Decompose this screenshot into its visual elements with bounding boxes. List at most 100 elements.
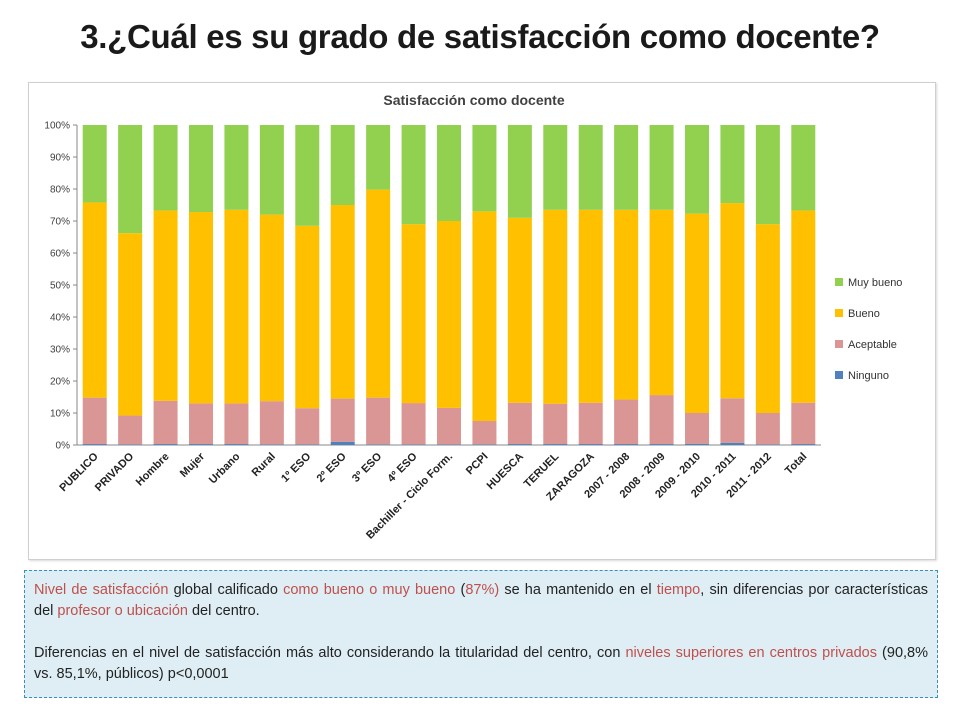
y-tick-label: 80% bbox=[50, 185, 70, 196]
bar-segment-aceptable bbox=[685, 413, 709, 444]
x-tick-label: PRIVADO bbox=[93, 450, 137, 494]
bar-segment-muy-bueno bbox=[82, 125, 107, 203]
y-tick-label: 20% bbox=[50, 377, 70, 388]
bar-segment-bueno bbox=[755, 224, 780, 413]
bar-segment-bueno bbox=[543, 209, 568, 404]
note-text: se ha mantenido en el bbox=[499, 582, 657, 598]
bar-segment-bueno bbox=[118, 233, 143, 416]
bar-segment-bueno bbox=[224, 209, 249, 404]
note-text: ( bbox=[455, 582, 466, 598]
bar-segment-aceptable bbox=[720, 398, 745, 443]
y-tick-label: 70% bbox=[50, 217, 70, 228]
bar-segment-bueno bbox=[472, 211, 497, 421]
highlighted-text: profesor o ubicación bbox=[57, 603, 188, 619]
bar-segment-ninguno bbox=[330, 441, 355, 445]
bar-segment-muy-bueno bbox=[224, 125, 249, 210]
bar-segment-ninguno bbox=[720, 442, 745, 445]
bar-segment-bueno bbox=[507, 217, 532, 403]
highlighted-text: Nivel de satisfacción bbox=[34, 582, 169, 598]
bar-segment-muy-bueno bbox=[755, 125, 780, 225]
bar-segment-bueno bbox=[189, 212, 213, 404]
bar-segment-muy-bueno bbox=[437, 125, 461, 221]
bar-segment-aceptable bbox=[437, 407, 461, 445]
bar-segment-muy-bueno bbox=[153, 125, 178, 211]
bar-segment-muy-bueno bbox=[366, 125, 391, 190]
x-tick-label: HUESCA bbox=[485, 451, 526, 492]
x-tick-label: Hombre bbox=[134, 451, 172, 489]
x-tick-label: 4º ESO bbox=[385, 450, 420, 485]
bar-segment-ninguno bbox=[118, 444, 143, 445]
bar-segment-ninguno bbox=[507, 444, 532, 445]
chart-title: Satisfacción como docente bbox=[383, 92, 564, 108]
bar-segment-muy-bueno bbox=[791, 125, 816, 211]
bar-segment-aceptable bbox=[649, 395, 674, 445]
bar-segment-muy-bueno bbox=[507, 125, 532, 218]
highlighted-text: niveles superiores en centros privados bbox=[625, 645, 877, 661]
y-tick-label: 60% bbox=[50, 249, 70, 260]
highlighted-text: tiempo bbox=[656, 582, 701, 598]
bar-segment-aceptable bbox=[472, 421, 497, 445]
bar-segment-ninguno bbox=[649, 444, 674, 445]
bar-segment-aceptable bbox=[224, 403, 249, 445]
stacked-bar-chart: Satisfacción como docente 0% 10% 20% 30% 40%… bbox=[44, 92, 902, 542]
y-tick-label: 50% bbox=[50, 281, 70, 292]
y-tick-label: 100% bbox=[44, 121, 70, 132]
bar-segment-muy-bueno bbox=[189, 125, 213, 213]
y-tick-label: 40% bbox=[50, 313, 70, 324]
bar-segment-bueno bbox=[649, 209, 674, 396]
bar-segment-ninguno bbox=[543, 444, 568, 445]
bar-segment-ninguno bbox=[295, 444, 320, 445]
bar-segment-aceptable bbox=[791, 402, 816, 445]
x-tick-label: 2º ESO bbox=[315, 450, 350, 485]
bar-segment-aceptable bbox=[543, 403, 568, 445]
chart-area: Satisfacción como docente 0% 10% 20% 30% 40%… bbox=[28, 82, 936, 560]
highlighted-text: como bueno o muy bueno bbox=[283, 582, 456, 598]
bar-segment-ninguno bbox=[685, 443, 709, 445]
bar-segment-ninguno bbox=[189, 444, 213, 445]
bar-segment-aceptable bbox=[295, 408, 320, 445]
legend-swatch-ninguno bbox=[835, 371, 843, 379]
x-tick-label: Mujer bbox=[178, 450, 208, 480]
x-tick-label: Urbano bbox=[207, 450, 243, 486]
bar-segment-bueno bbox=[82, 202, 107, 398]
y-tick-label: 90% bbox=[50, 153, 70, 164]
y-tick-label: 0% bbox=[56, 441, 71, 452]
bar-segment-muy-bueno bbox=[330, 125, 355, 205]
legend-swatch-aceptable bbox=[835, 340, 843, 348]
bar-segment-ninguno bbox=[401, 444, 426, 445]
bar-segment-bueno bbox=[366, 189, 391, 398]
bar-segment-ninguno bbox=[366, 444, 391, 445]
bar-segment-ninguno bbox=[153, 444, 178, 445]
bar-segment-bueno bbox=[401, 224, 426, 404]
bar-segment-bueno bbox=[614, 209, 639, 400]
slide-title: 3.¿Cuál es su grado de satisfacción como… bbox=[80, 18, 880, 55]
bar-segment-muy-bueno bbox=[614, 125, 639, 210]
summary-note: Nivel de satisfacción global calificado … bbox=[24, 570, 938, 698]
bar-segment-bueno bbox=[791, 210, 816, 403]
bar-segment-bueno bbox=[330, 205, 355, 399]
bar-segment-ninguno bbox=[578, 444, 603, 445]
bar-segment-bueno bbox=[578, 209, 603, 403]
x-tick-label: 3º ESO bbox=[350, 450, 385, 485]
bar-segment-aceptable bbox=[82, 397, 107, 445]
note-paragraph-2: Diferencias en el nivel de satisfacción … bbox=[34, 643, 928, 685]
highlighted-text: 87%) bbox=[465, 582, 500, 598]
bar-segment-ninguno bbox=[614, 444, 639, 445]
bar-segment-aceptable bbox=[153, 400, 178, 445]
bar-segment-ninguno bbox=[791, 444, 816, 445]
bar-segment-aceptable bbox=[507, 402, 532, 445]
bar-segment-muy-bueno bbox=[685, 125, 709, 214]
bar-segment-aceptable bbox=[578, 402, 603, 445]
legend-label: Aceptable bbox=[848, 339, 897, 351]
legend-label: Muy bueno bbox=[848, 277, 902, 289]
bar-segment-ninguno bbox=[755, 444, 780, 445]
bar-segment-bueno bbox=[259, 214, 284, 402]
bar-segment-aceptable bbox=[259, 401, 284, 445]
bar-segment-ninguno bbox=[259, 444, 284, 445]
bar-segment-ninguno bbox=[82, 444, 107, 445]
bar-segment-aceptable bbox=[330, 398, 355, 442]
y-tick-label: 30% bbox=[50, 345, 70, 356]
bar-segment-aceptable bbox=[401, 403, 426, 445]
x-tick-label: Total bbox=[783, 451, 809, 477]
bar-segment-muy-bueno bbox=[720, 125, 745, 204]
